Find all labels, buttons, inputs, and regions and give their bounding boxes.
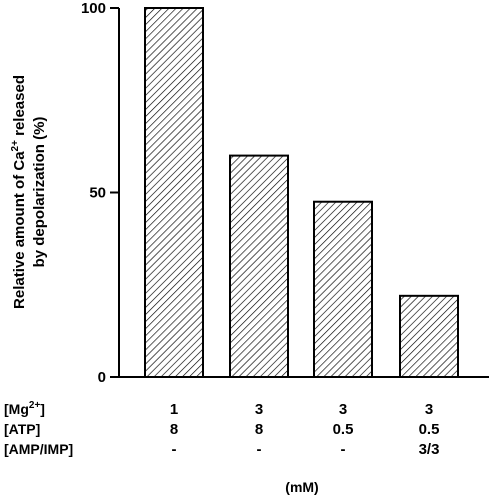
bars xyxy=(144,7,459,379)
condition-cell: 0.5 xyxy=(419,421,440,438)
y-ticks: 0 50 100 xyxy=(81,0,119,386)
y-axis-label-line1: Relative amount of Ca2+ released xyxy=(10,75,28,309)
y-tick-label: 0 xyxy=(98,369,106,386)
bar-3 xyxy=(313,200,373,378)
y-axis-label-superscript: 2+ xyxy=(10,140,21,152)
bar-1 xyxy=(144,7,204,378)
bar-4 xyxy=(399,294,459,379)
condition-row-label: [ATP] xyxy=(4,421,40,437)
condition-table: [Mg2+] 1 3 3 3 [ATP] 8 8 0.5 0.5 [AMP/IMP] - - - 3/3 xyxy=(4,400,439,458)
condition-cell: - xyxy=(341,441,346,458)
condition-cell: 1 xyxy=(170,401,178,418)
condition-cell: - xyxy=(172,441,177,458)
condition-cell: 3/3 xyxy=(419,441,440,458)
bar-2 xyxy=(229,154,289,378)
condition-cell: 3 xyxy=(339,401,347,418)
condition-cell: 8 xyxy=(170,421,178,438)
condition-cell: 8 xyxy=(255,421,263,438)
condition-row-label: [AMP/IMP] xyxy=(4,441,73,457)
condition-cell: 3 xyxy=(425,401,433,418)
condition-cell: - xyxy=(257,441,262,458)
condition-cell: 0.5 xyxy=(333,421,354,438)
y-tick-label: 50 xyxy=(89,185,106,202)
y-axis-label-line2: by depolarization (%) xyxy=(31,117,48,268)
condition-row-label: [Mg2+] xyxy=(4,400,45,417)
unit-label: (mM) xyxy=(285,479,318,495)
condition-cell: 3 xyxy=(255,401,263,418)
y-tick-label: 100 xyxy=(81,0,106,17)
